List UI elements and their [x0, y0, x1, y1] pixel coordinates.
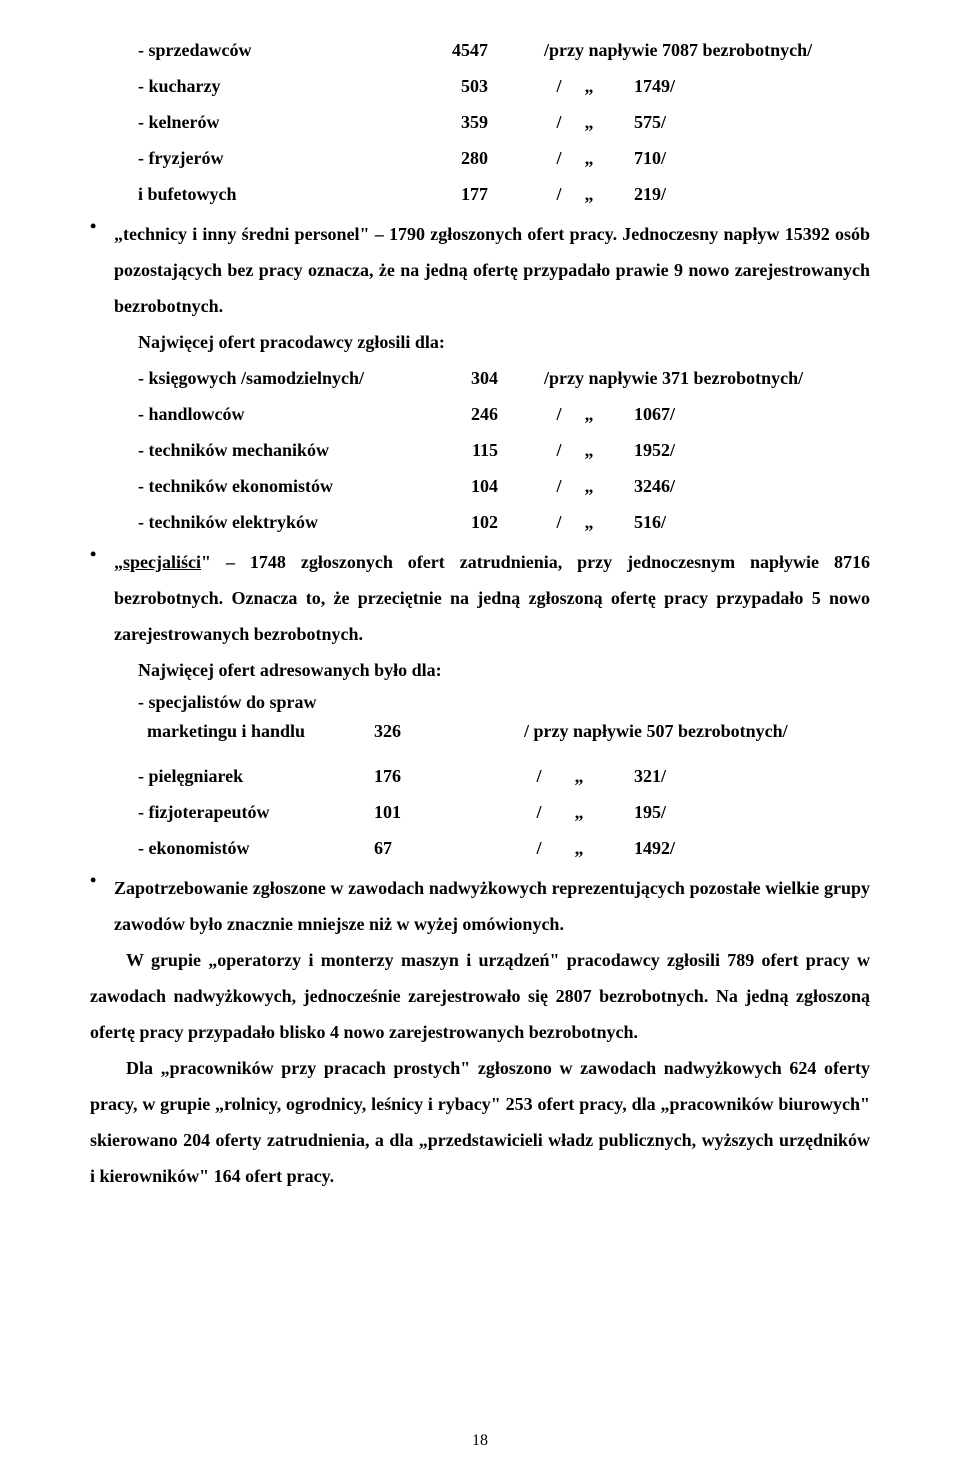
row-sep: /: [544, 468, 574, 504]
row-mark: „: [574, 140, 604, 176]
row-mark: „: [574, 432, 604, 468]
row-value: 1492/: [604, 830, 734, 866]
row-value: 516/: [604, 504, 734, 540]
row-number: 359: [398, 104, 504, 140]
row-label: - techników mechaników: [138, 432, 428, 468]
row-label: i bufetowych: [138, 176, 398, 212]
row-label: - fizjoterapeutów: [138, 794, 374, 830]
row-sep: /: [544, 104, 574, 140]
bullet-zapotrzebowanie: Zapotrzebowanie zgłoszone w zawodach nad…: [90, 870, 870, 942]
row-number: 503: [398, 68, 504, 104]
row-sep: /: [544, 396, 574, 432]
text-fragment: " – 1748 zgłoszonych ofert zatrudnienia,…: [114, 552, 870, 644]
row-sep: /: [524, 794, 554, 830]
table-row: - księgowych /samodzielnych/ 304 /przy n…: [90, 360, 870, 396]
bullet-specjalisci: „specjaliści" – 1748 zgłoszonych ofert z…: [90, 544, 870, 688]
row-value: 1067/: [604, 396, 734, 432]
row-sep: /: [544, 140, 574, 176]
text-fragment: „: [114, 552, 123, 572]
table-row: - techników mechaników 115 / „ 1952/: [90, 432, 870, 468]
row-sep: /: [524, 758, 554, 794]
row-sep: /: [544, 432, 574, 468]
row-sep: /: [544, 504, 574, 540]
row-number: 326: [374, 717, 434, 746]
row-value: 1749/: [604, 68, 734, 104]
row-value: 575/: [604, 104, 734, 140]
row-number: 101: [374, 794, 434, 830]
row-trail: /przy napływie 7087 bezrobotnych/: [504, 32, 812, 68]
row-mark: „: [574, 68, 604, 104]
row-number: 4547: [398, 32, 504, 68]
row-sep: /: [544, 176, 574, 212]
row-label: - techników elektryków: [138, 504, 428, 540]
row-label-line1: - specjalistów do spraw: [138, 688, 870, 717]
table-row: - handlowców 246 / „ 1067/: [90, 396, 870, 432]
paragraph-text: Dla „pracowników przy pracach prostych" …: [90, 1050, 870, 1194]
table-row: - kucharzy 503 / „ 1749/: [90, 68, 870, 104]
row-number: 67: [374, 830, 434, 866]
bullet-sub-text: Najwięcej ofert pracodawcy zgłosili dla:: [114, 324, 870, 360]
row-label: - techników ekonomistów: [138, 468, 428, 504]
row-number: 104: [428, 468, 514, 504]
table-row: i bufetowych 177 / „ 219/: [90, 176, 870, 212]
paragraph-text: W grupie „operatorzy i monterzy maszyn i…: [90, 942, 870, 1050]
row-trail: /przy napływie 371 bezrobotnych/: [514, 360, 803, 396]
table-row: - fizjoterapeutów 101 / „ 195/: [90, 794, 870, 830]
row-value: 3246/: [604, 468, 734, 504]
row-value: 710/: [604, 140, 734, 176]
text-underline: specjaliści: [123, 552, 201, 572]
bullet-lead-text: „technicy i inny średni personel" – 1790…: [114, 216, 870, 324]
row-mark: „: [574, 504, 604, 540]
row-label: - sprzedawców: [138, 32, 398, 68]
row-mark: „: [554, 830, 604, 866]
row-trail: / przy napływie 507 bezrobotnych/: [434, 717, 788, 746]
row-mark: „: [574, 104, 604, 140]
table-row: - pielęgniarek 176 / „ 321/: [90, 758, 870, 794]
table-row: - ekonomistów 67 / „ 1492/: [90, 830, 870, 866]
row-value: 195/: [604, 794, 734, 830]
row-label: - pielęgniarek: [138, 758, 374, 794]
row-mark: „: [574, 468, 604, 504]
row-number: 280: [398, 140, 504, 176]
profession-table-3: - specjalistów do spraw marketingu i han…: [90, 688, 870, 866]
row-number: 304: [428, 360, 514, 396]
table-row: - techników elektryków 102 / „ 516/: [90, 504, 870, 540]
bullet-technicy: „technicy i inny średni personel" – 1790…: [90, 216, 870, 360]
row-mark: „: [574, 396, 604, 432]
bullet-sub-text: Najwięcej ofert adresowanych było dla:: [114, 652, 870, 688]
table-row: - sprzedawców 4547 /przy napływie 7087 b…: [90, 32, 870, 68]
table-row: - techników ekonomistów 104 / „ 3246/: [90, 468, 870, 504]
row-label: - fryzjerów: [138, 140, 398, 176]
row-number: 246: [428, 396, 514, 432]
row-sep: /: [544, 68, 574, 104]
row-mark: „: [554, 758, 604, 794]
row-value: 219/: [604, 176, 734, 212]
document-page: - sprzedawców 4547 /przy napływie 7087 b…: [0, 0, 960, 1478]
row-label: - kucharzy: [138, 68, 398, 104]
row-label: - kelnerów: [138, 104, 398, 140]
row-number: 176: [374, 758, 434, 794]
profession-table-1: - sprzedawców 4547 /przy napływie 7087 b…: [90, 32, 870, 212]
row-number: 102: [428, 504, 514, 540]
row-value: 321/: [604, 758, 734, 794]
row-mark: „: [574, 176, 604, 212]
row-label: - handlowców: [138, 396, 428, 432]
row-label-line2: marketingu i handlu: [138, 717, 374, 746]
profession-table-2: - księgowych /samodzielnych/ 304 /przy n…: [90, 360, 870, 540]
row-value: 1952/: [604, 432, 734, 468]
bullet-lead-text: „specjaliści" – 1748 zgłoszonych ofert z…: [114, 544, 870, 652]
table-row: - kelnerów 359 / „ 575/: [90, 104, 870, 140]
paragraph-text: Zapotrzebowanie zgłoszone w zawodach nad…: [114, 870, 870, 942]
row-label: - ekonomistów: [138, 830, 374, 866]
row-sep: /: [524, 830, 554, 866]
row-number: 115: [428, 432, 514, 468]
row-mark: „: [554, 794, 604, 830]
row-number: 177: [398, 176, 504, 212]
row-label: - księgowych /samodzielnych/: [138, 360, 428, 396]
page-number: 18: [0, 1432, 960, 1450]
table-row: - specjalistów do spraw marketingu i han…: [90, 688, 870, 746]
table-row: - fryzjerów 280 / „ 710/: [90, 140, 870, 176]
